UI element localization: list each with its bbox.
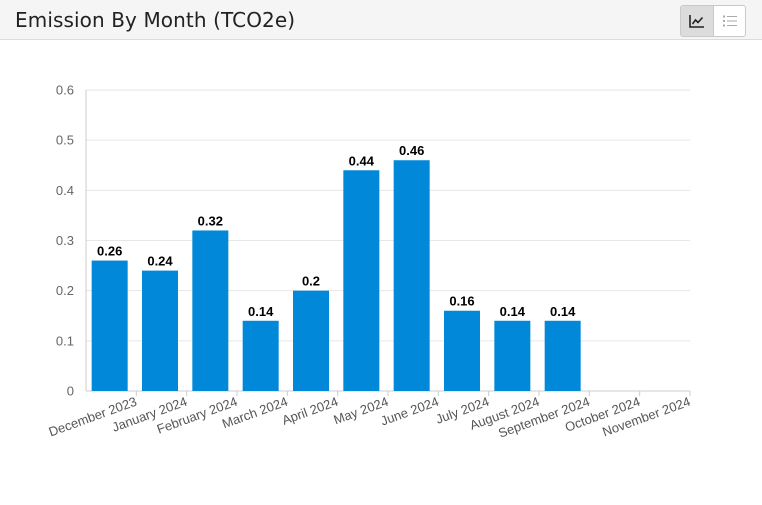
data-label: 0.32 [198,213,223,228]
data-label: 0.24 [147,254,173,269]
bar [494,320,531,391]
y-tick-label: 0.1 [56,333,74,348]
data-label: 0.14 [248,304,274,319]
y-tick-label: 0 [67,384,74,399]
bar [142,270,178,391]
bar [293,290,329,391]
card-header: Emission By Month (TCO2e) [0,0,762,40]
bar [444,310,480,391]
data-label: 0.2 [302,274,320,289]
data-label: 0.14 [550,304,576,319]
data-label: 0.26 [97,244,122,259]
bar [343,170,380,391]
bar [393,160,430,391]
list-icon [722,15,737,27]
line-chart-icon [689,15,704,28]
y-tick-label: 0.4 [56,183,74,198]
data-label: 0.44 [349,153,375,168]
x-tick-label: June 2024 [378,394,440,429]
bar [91,260,128,391]
chart-view-button[interactable] [681,6,713,36]
y-tick-label: 0.5 [56,133,74,148]
list-view-button[interactable] [713,6,745,36]
y-tick-label: 0.6 [56,83,74,98]
chart-title: Emission By Month (TCO2e) [15,8,296,32]
y-tick-label: 0.2 [56,283,74,298]
bar [242,320,279,391]
x-tick-label: April 2024 [280,394,340,428]
bar [544,320,581,391]
data-label: 0.14 [500,304,526,319]
view-toggle [680,5,746,37]
bar [192,230,229,391]
y-tick-label: 0.3 [56,233,74,248]
data-label: 0.46 [399,143,424,158]
data-label: 0.16 [449,294,474,309]
